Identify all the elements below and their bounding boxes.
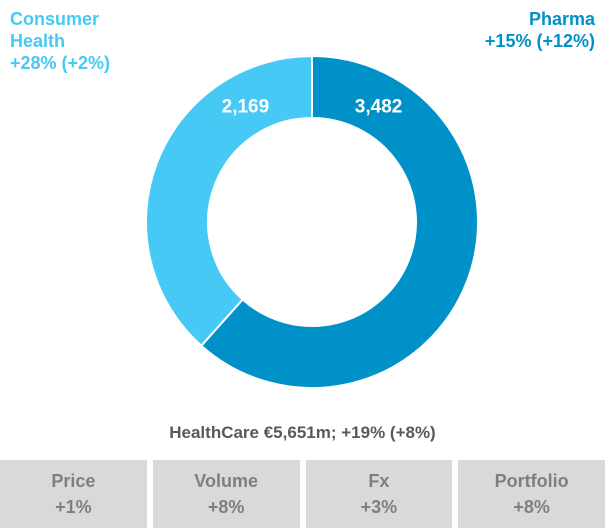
- value-label: 2,169: [222, 97, 270, 118]
- table-cell: Portfolio +8%: [458, 460, 605, 528]
- growth-label: +15% (+12%): [484, 31, 595, 51]
- donut-segment: [145, 54, 313, 348]
- caption: HealthCare €5,651m; +19% (+8%): [169, 423, 436, 442]
- cell-header: Price: [51, 471, 96, 491]
- donut-segment: [199, 54, 479, 389]
- pharma-label: Pharma +15% (+12%): [455, 8, 595, 52]
- cell-value: +3%: [360, 497, 398, 517]
- table-cell: Price +1%: [0, 460, 147, 528]
- cell-header: Fx: [368, 471, 390, 491]
- table: Price +1% Volume +8% Fx +3% Portfolio +8%: [0, 460, 605, 528]
- cell-header: Volume: [194, 471, 258, 491]
- chart: 3,482 2,169: [145, 54, 479, 389]
- consumer-label: Consumer Health +28% (+2%): [10, 8, 120, 74]
- growth-label: +28% (+2%): [10, 53, 111, 73]
- value-label: 3,482: [355, 97, 403, 118]
- table-cell: Fx +3%: [305, 460, 453, 528]
- category-label: Pharma: [528, 9, 595, 29]
- cell-value: +8%: [513, 497, 550, 517]
- cell-value: +1%: [55, 497, 92, 517]
- cell-value: +8%: [207, 497, 245, 517]
- table-cell: Volume +8%: [152, 460, 300, 528]
- category-label: Consumer Health: [10, 9, 100, 51]
- cell-header: Portfolio: [494, 471, 569, 491]
